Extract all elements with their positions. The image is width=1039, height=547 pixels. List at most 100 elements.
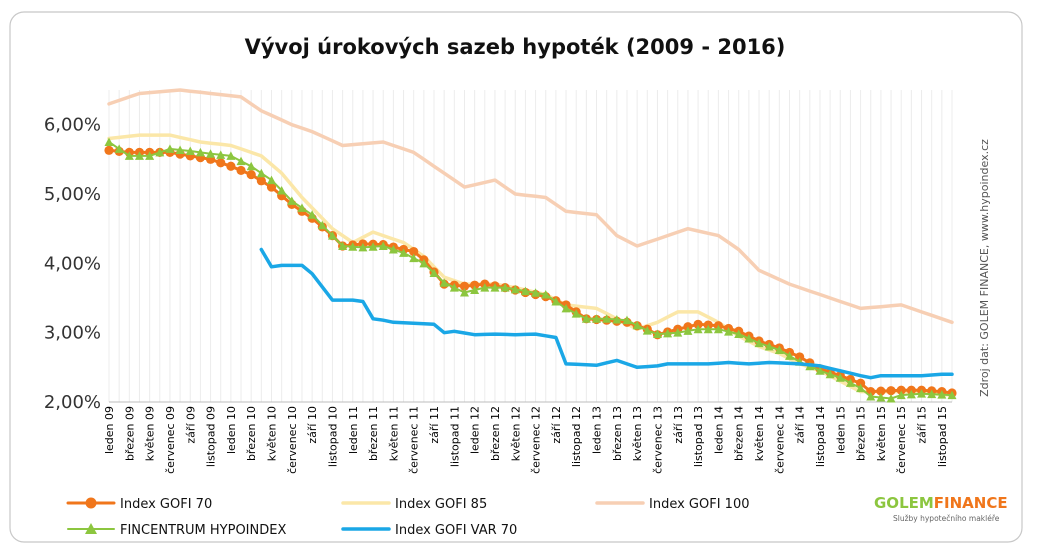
data-point	[368, 242, 378, 251]
data-point	[703, 324, 713, 334]
data-point	[673, 328, 683, 337]
data-point	[256, 176, 266, 186]
data-point	[399, 248, 409, 257]
data-point	[693, 324, 703, 334]
data-point	[531, 288, 541, 297]
data-point	[266, 182, 277, 192]
data-point	[713, 324, 723, 334]
data-point	[287, 196, 297, 205]
data-point	[267, 175, 277, 185]
x-tick-label: leden 14	[712, 406, 725, 454]
data-point	[480, 283, 490, 292]
data-point	[856, 383, 866, 393]
data-point	[409, 253, 419, 263]
x-tick-label: červenec 09	[164, 406, 177, 474]
data-point	[896, 390, 906, 400]
x-tick-label: listopad 10	[326, 406, 339, 467]
data-point	[602, 314, 612, 323]
y-tick-label: 2,00%	[44, 392, 101, 413]
x-axis: leden 09 březen 09 květen 09 červenec 09 zář…	[103, 406, 949, 474]
series-line-gofi100	[107, 88, 954, 325]
data-point	[917, 389, 927, 398]
data-point	[195, 147, 205, 157]
data-point	[683, 326, 693, 335]
x-tick-label: červenec 11	[408, 406, 421, 474]
data-point	[754, 338, 764, 348]
x-tick-label: listopad 09	[205, 406, 218, 467]
data-point	[459, 287, 469, 297]
brand-name: GOLEMFINANCE	[874, 494, 1008, 512]
x-tick-label: září 13	[672, 406, 685, 444]
x-tick-label: listopad 11	[448, 406, 461, 467]
data-point	[906, 389, 916, 399]
data-point	[378, 241, 388, 250]
data-point	[165, 144, 175, 153]
data-point	[206, 149, 216, 158]
data-point	[825, 369, 835, 379]
x-tick-label: listopad 15	[936, 406, 949, 467]
x-tick-label: březen 09	[123, 406, 136, 461]
data-point	[470, 285, 480, 295]
data-point	[216, 150, 226, 159]
chart-title: Vývoj úrokových sazeb hypoték (2009 - 20…	[245, 35, 786, 59]
x-tick-label: září 09	[184, 406, 197, 444]
data-point	[541, 290, 551, 299]
data-point	[652, 329, 662, 339]
x-tick-label: květen 14	[753, 406, 766, 461]
data-point	[297, 203, 307, 212]
data-point	[510, 284, 520, 294]
data-point	[277, 186, 287, 195]
x-tick-label: září 14	[794, 406, 807, 444]
data-point	[815, 366, 825, 375]
x-tick-label: leden 15	[834, 406, 847, 454]
data-point	[876, 392, 886, 402]
data-point	[145, 151, 155, 160]
data-point	[571, 309, 581, 318]
legend-label: Index GOFI 70	[120, 497, 212, 512]
legend-label: Index GOFI 100	[649, 497, 749, 512]
legend-marker	[85, 523, 97, 534]
data-point	[551, 296, 561, 306]
legend-label: Index GOFI VAR 70	[395, 523, 517, 538]
data-point	[937, 390, 947, 399]
data-point	[429, 268, 439, 278]
brand-tagline: Služby hypotečního makléře	[893, 514, 1000, 523]
data-point	[490, 283, 500, 292]
series-layer	[104, 88, 957, 403]
x-tick-label: leden 09	[103, 406, 116, 454]
data-point	[866, 391, 876, 401]
x-tick-label: březen 15	[855, 406, 868, 461]
data-point	[876, 386, 886, 396]
x-tick-label: listopad 12	[570, 406, 583, 467]
x-tick-label: květen 11	[387, 406, 400, 461]
x-tick-label: září 15	[916, 406, 929, 444]
legend-marker	[85, 497, 97, 509]
gridlines	[108, 90, 953, 403]
data-point	[104, 145, 114, 155]
data-point	[835, 373, 845, 382]
x-tick-label: září 11	[428, 406, 441, 444]
x-tick-label: září 12	[550, 406, 563, 444]
source-note: Zdroj dat: GOLEM FINANCE, www.hypoindex.…	[978, 139, 991, 397]
data-point	[449, 283, 459, 292]
x-tick-label: září 10	[306, 406, 319, 444]
data-point	[216, 158, 226, 168]
x-tick-label: květen 09	[144, 406, 157, 461]
x-tick-label: leden 12	[469, 406, 482, 454]
data-point	[175, 145, 185, 154]
data-point	[134, 151, 144, 160]
data-point	[155, 147, 165, 157]
x-tick-label: březen 11	[367, 406, 380, 461]
x-tick-label: květen 10	[266, 406, 279, 461]
data-point	[236, 165, 246, 176]
x-tick-label: leden 13	[591, 406, 604, 454]
y-tick-label: 5,00%	[44, 184, 101, 205]
x-tick-label: červenec 14	[773, 406, 786, 474]
legend-label: FINCENTRUM HYPOINDEX	[120, 523, 286, 538]
data-point	[104, 137, 114, 146]
x-tick-label: červenec 15	[895, 406, 908, 474]
data-point	[317, 220, 327, 230]
x-tick-label: květen 15	[875, 406, 888, 461]
